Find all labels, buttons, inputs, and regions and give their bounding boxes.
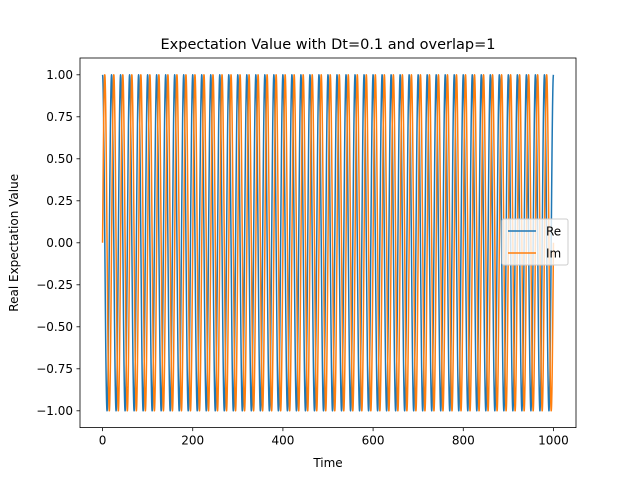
- series-line-re: [101, 74, 555, 412]
- chart-title: Expectation Value with Dt=0.1 and overla…: [161, 37, 496, 53]
- legend: Re Im: [501, 218, 569, 266]
- x-tick-label: 600: [362, 434, 385, 448]
- x-tick-label: 800: [452, 434, 475, 448]
- y-tick-label: −0.50: [36, 320, 73, 334]
- y-tick-label: 0.25: [46, 194, 73, 208]
- y-tick-label: −1.00: [36, 404, 73, 418]
- x-axis-label: Time: [312, 456, 342, 470]
- series-layer: [101, 74, 555, 412]
- y-tick-label: 0.00: [46, 236, 73, 250]
- y-tick-label: 0.50: [46, 152, 73, 166]
- x-tick-label: 400: [271, 434, 294, 448]
- legend-label-re: Re: [546, 225, 561, 239]
- x-tick-label: 0: [99, 434, 107, 448]
- y-axis-label: Real Expectation Value: [7, 174, 21, 312]
- y-tick-label: 1.00: [46, 68, 73, 82]
- ticks-layer: 0 200 400 600 800 1000 1.00 0.75 0.50 0.25 0.00 −0.…: [36, 68, 569, 448]
- x-tick-label: 1000: [538, 434, 569, 448]
- y-tick-label: −0.75: [36, 362, 73, 376]
- plot-frame: [79, 57, 577, 429]
- x-tick-label: 200: [181, 434, 204, 448]
- series-line-im: [101, 74, 555, 412]
- y-tick-label: 0.75: [46, 110, 73, 124]
- y-tick-label: −0.25: [36, 278, 73, 292]
- legend-label-im: Im: [546, 247, 561, 261]
